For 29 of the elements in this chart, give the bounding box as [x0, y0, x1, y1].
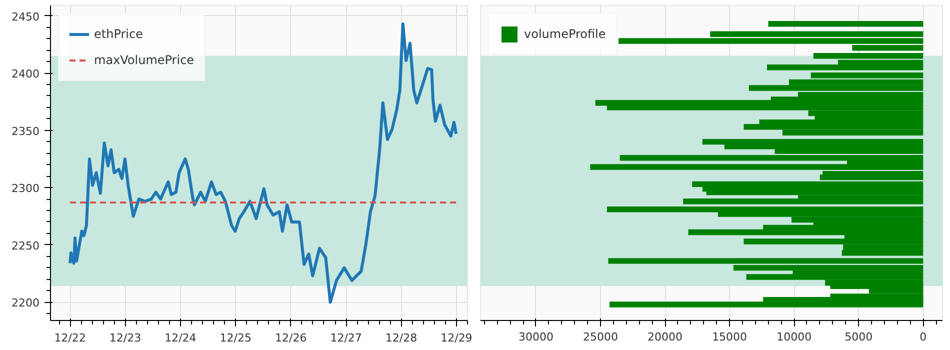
bar — [706, 189, 924, 196]
x-tick-label: 12/27 — [330, 332, 362, 344]
x-tick-label: 5000 — [844, 330, 873, 344]
x-tick-label: 12/22 — [54, 332, 86, 344]
y-tick-label: 2250 — [12, 239, 40, 252]
x-tick-label: 25000 — [583, 330, 618, 344]
x-tick-label: 12/28 — [385, 332, 418, 344]
x-tick-label: 12/25 — [220, 332, 252, 344]
y-tick-label: 2300 — [12, 182, 40, 196]
y-tick-label: 2200 — [12, 296, 40, 310]
x-tick-label: 12/23 — [109, 332, 142, 344]
x-tick-label: 10000 — [776, 330, 812, 344]
legend-label: ethPrice — [94, 27, 143, 41]
y-tick-label: 2350 — [12, 124, 40, 138]
x-tick-label: 20000 — [648, 330, 683, 344]
x-tick-label: 0 — [920, 330, 927, 344]
x-tick-label: 12/26 — [275, 332, 307, 344]
bar — [683, 198, 924, 204]
bar — [688, 229, 924, 236]
y-tick-label: 2400 — [12, 68, 40, 81]
legend-label: maxVolumePrice — [94, 53, 194, 67]
x-tick-label: 12/24 — [164, 332, 196, 344]
x-tick-label: 30000 — [518, 330, 554, 344]
bar — [768, 20, 924, 27]
legend-label: volumeProfile — [524, 27, 606, 41]
y-tick-label: 2450 — [12, 10, 40, 24]
x-tick-label: 15000 — [712, 330, 748, 344]
x-tick-label: 12/29 — [440, 332, 472, 344]
bar — [766, 64, 924, 70]
